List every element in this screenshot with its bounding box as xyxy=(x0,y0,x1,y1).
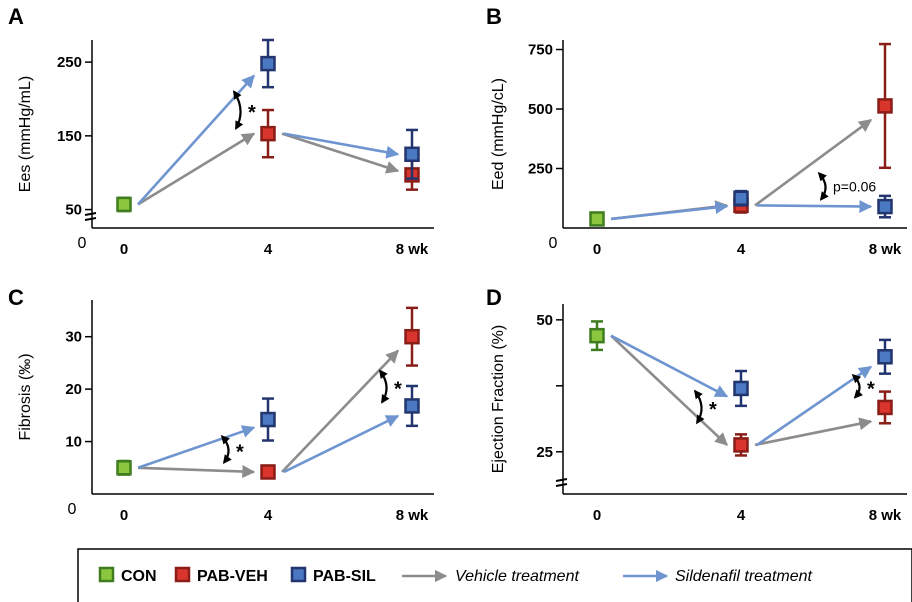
y-tick-label: 500 xyxy=(528,101,553,118)
sildenafil-arrow xyxy=(756,199,873,213)
vehicle-arrow xyxy=(281,349,399,473)
data-point-pab-veh xyxy=(877,399,893,416)
x-tick-label: 4 xyxy=(737,507,746,524)
axis-break-mark xyxy=(555,483,568,487)
y-axis-label: Eed (mmHg/cL) xyxy=(490,78,507,190)
y-tick-label: 50 xyxy=(536,312,553,329)
x-tick-label: 0 xyxy=(120,241,128,258)
x-tick-label: 8 wk xyxy=(869,507,902,524)
legend-label-sil: PAB-SIL xyxy=(313,568,376,585)
significance-arrow xyxy=(233,90,244,131)
x-tick-label: 8 wk xyxy=(869,241,902,258)
axis-break-mark xyxy=(84,212,97,216)
significance-star: * xyxy=(248,102,256,124)
y-axis-label: Ees (mmHg/mL) xyxy=(17,76,34,192)
x-tick-label: 4 xyxy=(737,241,746,258)
panel-c: C 10 20 30 0 0 4 8 wk Fibrosis (‰) * * xyxy=(8,285,434,524)
origin-label: 0 xyxy=(78,235,87,252)
legend-swatch-sil xyxy=(290,566,307,583)
y-tick-label: 250 xyxy=(57,54,82,71)
significance-star: * xyxy=(236,441,244,463)
data-point-pab-sil xyxy=(260,55,276,72)
sildenafil-arrow xyxy=(283,132,400,159)
x-tick-label: 0 xyxy=(120,507,128,524)
axis-break-mark xyxy=(555,478,568,482)
data-point-pab-sil xyxy=(733,380,749,397)
data-point-pab-sil xyxy=(877,349,893,365)
significance-arrow xyxy=(817,171,829,201)
sildenafil-arrow xyxy=(610,334,729,398)
x-tick-label: 4 xyxy=(264,507,273,524)
data-point-con xyxy=(116,460,132,476)
data-point-pab-sil xyxy=(733,190,749,207)
significance-star: * xyxy=(709,399,717,421)
x-tick-label: 4 xyxy=(264,241,273,258)
x-tick-label: 8 wk xyxy=(396,241,429,258)
panel-label: B xyxy=(486,4,502,29)
sildenafil-arrow xyxy=(283,414,400,474)
legend-swatch-veh xyxy=(174,566,191,583)
x-tick-label: 0 xyxy=(593,241,601,258)
data-point-pab-sil xyxy=(260,411,276,428)
y-tick-label: 250 xyxy=(528,161,553,178)
vehicle-arrow xyxy=(610,334,728,446)
legend: CON PAB-VEH PAB-SIL Vehicle treatment Si… xyxy=(77,548,912,602)
y-tick-label: 20 xyxy=(65,381,82,398)
significance-star: * xyxy=(394,379,402,401)
panel-a: A 50 150 250 0 0 4 8 wk Ees (mmHg/mL) * xyxy=(8,4,434,258)
legend-box xyxy=(77,548,912,602)
vehicle-arrow xyxy=(754,417,873,447)
legend-label-sildenafil: Sildenafil treatment xyxy=(675,568,813,585)
x-tick-label: 8 wk xyxy=(396,507,429,524)
data-point-pab-veh xyxy=(260,125,276,142)
significance-arrow xyxy=(693,389,705,425)
panel-label: A xyxy=(8,4,24,29)
y-tick-label: 25 xyxy=(536,444,553,461)
y-tick-label: 30 xyxy=(65,329,82,346)
origin-label: 0 xyxy=(549,235,558,252)
data-point-pab-sil xyxy=(404,398,420,414)
origin-label: 0 xyxy=(68,501,77,518)
significance-arrow xyxy=(378,369,390,404)
data-point-pab-sil xyxy=(404,146,420,163)
legend-label-veh: PAB-VEH xyxy=(197,568,268,585)
vehicle-arrow xyxy=(281,132,400,174)
y-axis-label: Ejection Fraction (%) xyxy=(490,325,507,474)
y-tick-label: 750 xyxy=(528,42,553,59)
legend-swatch-con xyxy=(98,566,115,583)
panel-label: D xyxy=(486,285,502,310)
y-tick-label: 150 xyxy=(57,128,82,145)
p-value-label: p=0.06 xyxy=(833,178,876,194)
data-point-pab-veh xyxy=(733,437,749,453)
data-point-pab-veh xyxy=(404,328,420,345)
vehicle-arrow xyxy=(137,132,256,206)
data-point-con xyxy=(589,211,605,227)
significance-arrow xyxy=(851,374,863,399)
data-point-pab-veh xyxy=(877,98,893,114)
sildenafil-arrow xyxy=(137,425,256,470)
sildenafil-arrow xyxy=(610,201,729,221)
panel-d: D 25 50 0 4 8 wk Ejection Fraction (%) * * xyxy=(486,285,907,524)
y-tick-label: 50 xyxy=(65,202,82,219)
data-point-pab-sil xyxy=(877,198,893,215)
vehicle-arrow xyxy=(137,465,256,479)
significance-star: * xyxy=(867,378,875,400)
vehicle-arrow xyxy=(754,118,873,207)
panel-label: C xyxy=(8,285,24,310)
y-tick-label: 10 xyxy=(65,434,82,451)
data-point-con xyxy=(589,327,605,344)
x-tick-label: 0 xyxy=(593,507,601,524)
data-point-con xyxy=(116,196,132,213)
significance-arrow xyxy=(220,435,232,464)
axis-break-mark xyxy=(84,217,97,221)
data-point-pab-veh xyxy=(260,464,276,480)
panel-b: B 250 500 750 0 0 4 8 wk Eed (mmHg/cL) p=0.06 xyxy=(486,4,907,258)
y-axis-label: Fibrosis (‰) xyxy=(17,353,34,440)
legend-label-vehicle: Vehicle treatment xyxy=(455,568,579,585)
legend-label-con: CON xyxy=(121,568,157,585)
